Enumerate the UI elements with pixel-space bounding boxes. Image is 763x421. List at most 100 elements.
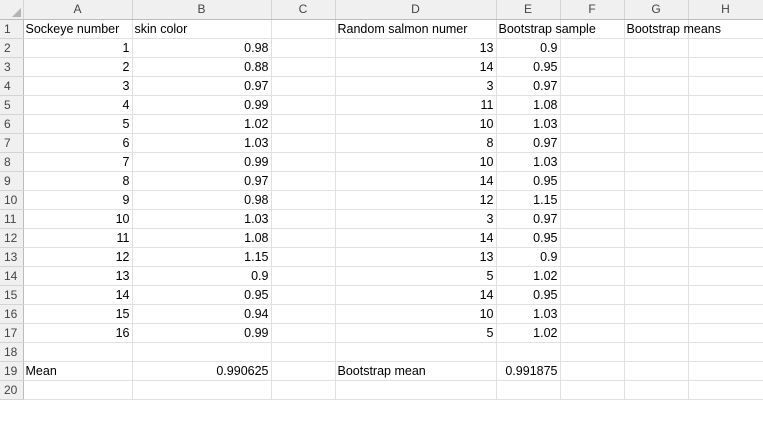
cell-g3[interactable]	[624, 57, 689, 77]
cell-a3[interactable]: 2	[23, 57, 133, 77]
cell-g14[interactable]	[624, 266, 689, 286]
cell-d3[interactable]: 14	[335, 57, 497, 77]
cell-h8[interactable]	[688, 152, 763, 172]
cell-c13[interactable]	[271, 247, 336, 267]
cell-e13[interactable]: 0.9	[496, 247, 561, 267]
cell-e19[interactable]: 0.991875	[496, 361, 561, 381]
cell-c7[interactable]	[271, 133, 336, 153]
cell-c17[interactable]	[271, 323, 336, 343]
cell-b8[interactable]: 0.99	[132, 152, 272, 172]
cell-a18[interactable]	[23, 342, 133, 362]
cell-f8[interactable]	[560, 152, 625, 172]
cell-c18[interactable]	[271, 342, 336, 362]
cell-c1[interactable]	[271, 19, 336, 39]
cell-h14[interactable]	[688, 266, 763, 286]
cell-d10[interactable]: 12	[335, 190, 497, 210]
cell-f7[interactable]	[560, 133, 625, 153]
cell-c20[interactable]	[271, 380, 336, 400]
cell-c4[interactable]	[271, 76, 336, 96]
cell-a17[interactable]: 16	[23, 323, 133, 343]
column-header-f[interactable]: F	[560, 0, 625, 20]
cell-g16[interactable]	[624, 304, 689, 324]
cell-h2[interactable]	[688, 38, 763, 58]
cell-d5[interactable]: 11	[335, 95, 497, 115]
cell-c15[interactable]	[271, 285, 336, 305]
cell-h7[interactable]	[688, 133, 763, 153]
row-header[interactable]: 19	[0, 361, 24, 381]
cell-h18[interactable]	[688, 342, 763, 362]
cell-c14[interactable]	[271, 266, 336, 286]
cell-h3[interactable]	[688, 57, 763, 77]
row-header[interactable]: 13	[0, 247, 24, 267]
cell-d9[interactable]: 14	[335, 171, 497, 191]
row-header[interactable]: 14	[0, 266, 24, 286]
column-header-h[interactable]: H	[688, 0, 763, 20]
cell-b15[interactable]: 0.95	[132, 285, 272, 305]
cell-c2[interactable]	[271, 38, 336, 58]
cell-f10[interactable]	[560, 190, 625, 210]
cell-e14[interactable]: 1.02	[496, 266, 561, 286]
row-header[interactable]: 6	[0, 114, 24, 134]
cell-g10[interactable]	[624, 190, 689, 210]
cell-g7[interactable]	[624, 133, 689, 153]
cell-d12[interactable]: 14	[335, 228, 497, 248]
cell-g13[interactable]	[624, 247, 689, 267]
row-header[interactable]: 17	[0, 323, 24, 343]
cell-b1[interactable]: skin color	[132, 19, 272, 39]
cell-h20[interactable]	[688, 380, 763, 400]
cell-g18[interactable]	[624, 342, 689, 362]
cell-b14[interactable]: 0.9	[132, 266, 272, 286]
cell-a5[interactable]: 4	[23, 95, 133, 115]
cell-g17[interactable]	[624, 323, 689, 343]
row-header[interactable]: 2	[0, 38, 24, 58]
row-header[interactable]: 5	[0, 95, 24, 115]
cell-a10[interactable]: 9	[23, 190, 133, 210]
row-header[interactable]: 15	[0, 285, 24, 305]
cell-g2[interactable]	[624, 38, 689, 58]
cell-d16[interactable]: 10	[335, 304, 497, 324]
cell-d11[interactable]: 3	[335, 209, 497, 229]
cell-a16[interactable]: 15	[23, 304, 133, 324]
cell-a13[interactable]: 12	[23, 247, 133, 267]
cell-b11[interactable]: 1.03	[132, 209, 272, 229]
cell-d4[interactable]: 3	[335, 76, 497, 96]
cell-b6[interactable]: 1.02	[132, 114, 272, 134]
cell-a20[interactable]	[23, 380, 133, 400]
cell-a14[interactable]: 13	[23, 266, 133, 286]
cell-f17[interactable]	[560, 323, 625, 343]
cell-h17[interactable]	[688, 323, 763, 343]
cell-f14[interactable]	[560, 266, 625, 286]
cell-a4[interactable]: 3	[23, 76, 133, 96]
cell-c8[interactable]	[271, 152, 336, 172]
cell-f11[interactable]	[560, 209, 625, 229]
cell-h4[interactable]	[688, 76, 763, 96]
cell-h13[interactable]	[688, 247, 763, 267]
row-header[interactable]: 4	[0, 76, 24, 96]
cell-e2[interactable]: 0.9	[496, 38, 561, 58]
cell-b18[interactable]	[132, 342, 272, 362]
cell-f2[interactable]	[560, 38, 625, 58]
cell-a9[interactable]: 8	[23, 171, 133, 191]
row-header[interactable]: 10	[0, 190, 24, 210]
cell-c6[interactable]	[271, 114, 336, 134]
cell-e15[interactable]: 0.95	[496, 285, 561, 305]
cell-d19[interactable]: Bootstrap mean	[335, 361, 497, 381]
cell-a6[interactable]: 5	[23, 114, 133, 134]
cell-e18[interactable]	[496, 342, 561, 362]
cell-b9[interactable]: 0.97	[132, 171, 272, 191]
cell-e7[interactable]: 0.97	[496, 133, 561, 153]
cell-e20[interactable]	[496, 380, 561, 400]
cell-b19[interactable]: 0.990625	[132, 361, 272, 381]
cell-a7[interactable]: 6	[23, 133, 133, 153]
cell-c10[interactable]	[271, 190, 336, 210]
row-header[interactable]: 11	[0, 209, 24, 229]
cell-a15[interactable]: 14	[23, 285, 133, 305]
cell-b17[interactable]: 0.99	[132, 323, 272, 343]
cell-b3[interactable]: 0.88	[132, 57, 272, 77]
cell-e12[interactable]: 0.95	[496, 228, 561, 248]
cell-a2[interactable]: 1	[23, 38, 133, 58]
cell-d15[interactable]: 14	[335, 285, 497, 305]
cell-h6[interactable]	[688, 114, 763, 134]
cell-g6[interactable]	[624, 114, 689, 134]
cell-g5[interactable]	[624, 95, 689, 115]
